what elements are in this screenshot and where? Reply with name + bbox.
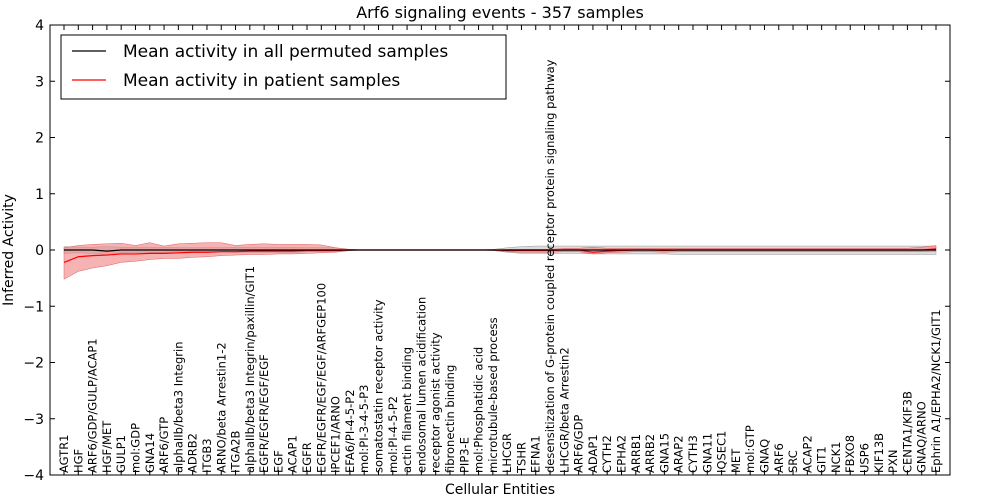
x-tick-label: EPHA2 bbox=[615, 435, 629, 473]
y-tick-label: 2 bbox=[35, 131, 44, 147]
x-tick-label: CYTH3 bbox=[686, 435, 700, 473]
x-tick-label: PXN bbox=[886, 450, 900, 473]
x-tick-label: EGFR bbox=[300, 442, 314, 473]
x-tick-label: ARAP2 bbox=[672, 435, 686, 473]
x-tick-label: mol:GDP bbox=[128, 423, 142, 473]
y-tick-label: 0 bbox=[35, 243, 44, 259]
x-tick-label: fibronectin binding bbox=[443, 365, 457, 473]
x-tick-label: AGTR1 bbox=[57, 435, 71, 474]
x-tick-label: GIT1 bbox=[815, 446, 829, 473]
y-tick-label: 3 bbox=[35, 74, 44, 90]
x-tick-label: ADRB2 bbox=[186, 433, 200, 473]
x-tick-label: alphaIIb/beta3 Integrin bbox=[171, 341, 185, 473]
x-tick-label: ARF6/GDP/GULP/ACAP1 bbox=[86, 338, 100, 473]
x-tick-label: GNAQ bbox=[757, 439, 771, 473]
x-tick-label: IPCEF1/ARNO bbox=[329, 396, 343, 473]
y-tick-label: −1 bbox=[23, 299, 44, 315]
x-tick-label: SRC bbox=[786, 450, 800, 473]
x-tick-label: mol:PI-3-4-5-P3 bbox=[357, 385, 371, 473]
x-tick-label: LHCGR/beta Arrestin2 bbox=[557, 347, 571, 473]
y-tick-label: 1 bbox=[35, 187, 44, 203]
legend-label-patient: Mean activity in patient samples bbox=[123, 71, 400, 91]
x-tick-label: endosomal lumen acidification bbox=[414, 297, 428, 473]
x-tick-label: ARRB2 bbox=[643, 434, 657, 473]
x-tick-label: mol:PI-4-5-P2 bbox=[386, 396, 400, 473]
x-tick-label: HGF/MET bbox=[100, 420, 114, 473]
y-tick-label: 4 bbox=[35, 18, 44, 34]
x-tick-label: IQSEC1 bbox=[715, 431, 729, 473]
legend-label-permuted: Mean activity in all permuted samples bbox=[123, 42, 448, 62]
x-tick-label: EFNA1 bbox=[529, 435, 543, 473]
y-tick-label: −4 bbox=[23, 468, 44, 484]
x-tick-label: Ephrin A1/EPHA2/NCK1/GIT1 bbox=[929, 309, 943, 473]
x-tick-label: LHCGR bbox=[500, 433, 514, 473]
x-tick-label: GNA14 bbox=[143, 433, 157, 473]
x-tick-label: GNA11 bbox=[700, 433, 714, 473]
x-tick-label: alphaIIb/beta3 Integrin/paxillin/GIT1 bbox=[243, 266, 257, 473]
legend-box bbox=[60, 34, 507, 100]
x-tick-label: desensitization of G-protein coupled rec… bbox=[543, 59, 557, 473]
x-tick-label: mol:GTP bbox=[743, 425, 757, 473]
x-tick-label: TSHR bbox=[514, 442, 528, 474]
x-tick-label: ACAP1 bbox=[286, 435, 300, 473]
x-tick-label: microtubule-based process bbox=[486, 317, 500, 473]
x-tick-label: ARNO/beta Arrestin1-2 bbox=[214, 342, 228, 473]
chart-title: Arf6 signaling events - 357 samples bbox=[356, 3, 644, 22]
x-tick-label: ARF6/GTP bbox=[157, 417, 171, 473]
legend: Mean activity in all permuted samples Me… bbox=[60, 34, 507, 100]
x-tick-label: GNA15 bbox=[657, 433, 671, 473]
x-tick-label: PIP3-E bbox=[457, 437, 471, 473]
x-tick-label: receptor agonist activity bbox=[429, 332, 443, 473]
x-tick-label: CYTH2 bbox=[600, 435, 614, 473]
x-tick-label: ARRB1 bbox=[629, 434, 643, 473]
plot-area: −4 −3 −2 −1 0 1 2 3 4 AGTR1 HGF ARF6/GDP/GULP/ACAP1… bbox=[23, 18, 951, 484]
x-tick-label: ITGA2B bbox=[229, 430, 243, 473]
x-tick-label: actin filament binding bbox=[400, 347, 414, 473]
x-tick-label: CENTA1/KIF3B bbox=[900, 391, 914, 473]
x-tick-label: ACAP2 bbox=[800, 435, 814, 473]
y-axis-label: Inferred Activity bbox=[1, 194, 17, 306]
x-tick-label: USP6 bbox=[858, 443, 872, 473]
x-axis-label: Cellular Entities bbox=[445, 482, 555, 498]
x-tick-label: ADAP1 bbox=[586, 434, 600, 473]
x-tick-label: EGF bbox=[271, 450, 285, 473]
x-tick-label: ARF6 bbox=[772, 443, 786, 473]
x-tick-label: ITGB3 bbox=[200, 438, 214, 473]
x-tick-label: MET bbox=[729, 448, 743, 473]
x-tick-label: mol:Phosphatidic acid bbox=[472, 347, 486, 473]
series-line-permuted bbox=[64, 249, 936, 252]
y-tick-label: −3 bbox=[23, 412, 44, 428]
x-tick-label: FBXO8 bbox=[843, 435, 857, 473]
x-tick-label: KIF13B bbox=[872, 433, 886, 473]
x-tick-label: NCK1 bbox=[829, 442, 843, 474]
x-tick-label: GNAQ/ARNO bbox=[915, 401, 929, 473]
y-tick-label: −2 bbox=[23, 356, 44, 372]
x-tick-label: HGF bbox=[71, 449, 85, 473]
x-tick-label: GULP1 bbox=[114, 435, 128, 473]
x-tick-label: ARF6/GDP bbox=[572, 415, 586, 473]
x-tick-label: EFA6/PI-4-5-P2 bbox=[343, 389, 357, 473]
x-tick-label: EGFR/EGFR/EGF/EGF/ARFGEP100 bbox=[314, 283, 328, 473]
x-tick-label: somatostatin receptor activity bbox=[371, 299, 385, 473]
x-tick-label: EGFR/EGFR/EGF/EGF bbox=[257, 354, 271, 473]
